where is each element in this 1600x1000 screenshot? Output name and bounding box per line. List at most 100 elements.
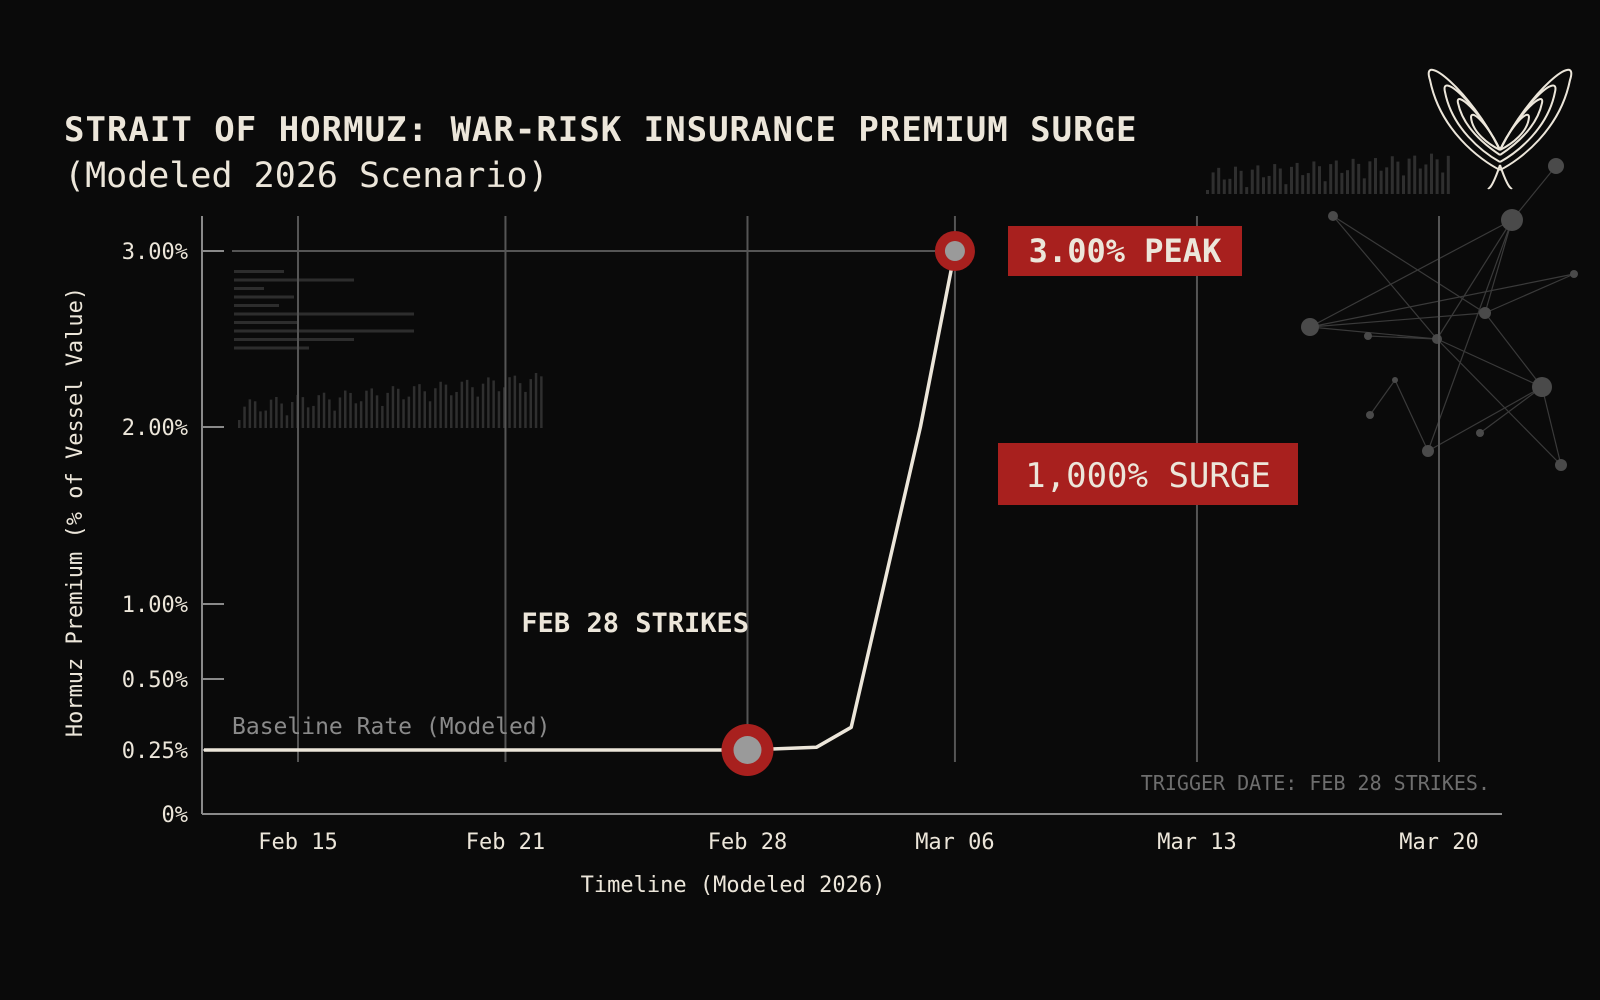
butterfly-tail <box>1487 164 1513 190</box>
network-node <box>1366 411 1374 419</box>
histogram-bar <box>301 397 305 428</box>
network-node <box>1548 158 1564 174</box>
histogram-bar <box>285 415 289 428</box>
network-node <box>1570 270 1578 278</box>
histogram-bar <box>412 386 416 428</box>
histogram-bar <box>1234 166 1237 194</box>
y-tick-label: 0.50% <box>122 668 188 693</box>
network-edge <box>1541 386 1562 466</box>
histogram-bar <box>1217 167 1221 194</box>
y-tick-label: 0% <box>162 803 189 828</box>
histogram-bar <box>439 381 442 428</box>
histogram-bar <box>344 390 347 428</box>
histogram-bar <box>243 406 246 428</box>
histogram-bar <box>1301 175 1305 194</box>
histogram-bar <box>503 387 506 428</box>
code-line <box>234 287 264 290</box>
y-axis-title: Hormuz Premium (% of Vessel Value) <box>63 287 88 737</box>
network-edge <box>1309 326 1438 340</box>
network-edge <box>1479 386 1543 434</box>
code-line <box>234 346 309 350</box>
histogram-bar <box>328 399 331 428</box>
histogram-bar <box>359 401 363 428</box>
histogram-bar <box>540 376 543 428</box>
histogram-bar <box>1256 165 1260 194</box>
histogram-bar <box>381 405 384 428</box>
network-node <box>1432 334 1442 344</box>
code-line <box>234 270 284 273</box>
x-tick-label: Mar 06 <box>915 830 994 855</box>
histogram-bar <box>1435 159 1439 194</box>
histogram-bar <box>1295 162 1299 194</box>
histogram-bar <box>1357 163 1361 194</box>
histogram-bar <box>423 391 426 428</box>
histogram-bar <box>1284 184 1288 194</box>
histogram-bar <box>370 388 373 428</box>
histogram-bar <box>1430 153 1433 194</box>
network-node <box>1328 211 1338 221</box>
code-line <box>234 312 414 316</box>
histogram-bar <box>365 390 368 428</box>
peak-label-box <box>1008 226 1242 276</box>
histogram-bar <box>354 403 358 428</box>
network-node <box>1422 445 1434 457</box>
histogram-bar <box>391 386 395 428</box>
network-edge <box>1436 338 1562 466</box>
histogram-bar <box>1424 164 1428 194</box>
histogram-bar <box>349 392 352 428</box>
histogram-bar <box>407 396 411 428</box>
histogram-bar <box>291 402 294 428</box>
code-line <box>234 329 414 333</box>
histogram-bar <box>1413 155 1417 194</box>
x-tick-label: Feb 15 <box>258 830 337 855</box>
histogram-bar <box>1211 172 1215 194</box>
network-edge <box>1427 219 1513 452</box>
histogram-bar <box>238 420 241 428</box>
trigger-note: TRIGGER DATE: FEB 28 STRIKES. <box>1141 771 1490 795</box>
network-edge <box>1309 219 1513 328</box>
network-edge <box>1484 219 1513 314</box>
surge-label: 1,000% SURGE <box>1025 456 1271 496</box>
histogram-bar <box>1267 175 1271 194</box>
axis-labels: 0% 0.25% 0.50% 1.00% 2.00% 3.00% Feb 15 Feb 21 F… <box>63 240 1479 898</box>
histogram-bar <box>1385 167 1389 194</box>
histogram-bar <box>397 388 400 428</box>
faint-code-block <box>234 270 414 350</box>
peak-marker-inner <box>944 241 965 261</box>
histogram-bar <box>1312 161 1316 194</box>
annotations: Baseline Rate (Modeled) FEB 28 STRIKES 3.0… <box>232 226 1490 795</box>
faint-histogram-left <box>238 373 543 428</box>
histogram-bar <box>460 381 464 428</box>
histogram-bar <box>418 384 421 428</box>
histogram-bar <box>1346 170 1349 194</box>
histogram-bar <box>264 410 267 428</box>
histogram-bar <box>1323 181 1327 194</box>
histogram-bar <box>386 392 389 428</box>
network-edge <box>1427 386 1543 452</box>
histogram-bar <box>518 383 522 428</box>
histogram-bar <box>508 377 511 428</box>
network-edge <box>1367 335 1438 340</box>
x-tick-label: Mar 13 <box>1157 830 1236 855</box>
histogram-bar <box>1228 178 1232 194</box>
x-tick-label: Mar 20 <box>1399 830 1478 855</box>
background-decoration <box>234 68 1578 471</box>
histogram-bar <box>1351 158 1355 194</box>
histogram-bar <box>471 387 474 428</box>
histogram-bar <box>434 388 437 428</box>
histogram-bar <box>1334 160 1338 194</box>
histogram-bar <box>1374 158 1377 194</box>
histogram-bar <box>1379 170 1383 194</box>
network-node <box>1364 332 1372 340</box>
network-edge <box>1484 273 1575 314</box>
histogram-bar <box>444 384 448 428</box>
network-edge <box>1309 273 1575 328</box>
code-line <box>234 304 279 307</box>
code-line <box>234 321 299 324</box>
page-subtitle: (Modeled 2026 Scenario) <box>64 156 549 196</box>
network-node <box>1555 459 1567 471</box>
histogram-bar <box>253 401 257 428</box>
histogram-bar <box>1206 190 1209 194</box>
histogram-bar <box>1306 173 1310 194</box>
histogram-bar <box>317 395 320 428</box>
